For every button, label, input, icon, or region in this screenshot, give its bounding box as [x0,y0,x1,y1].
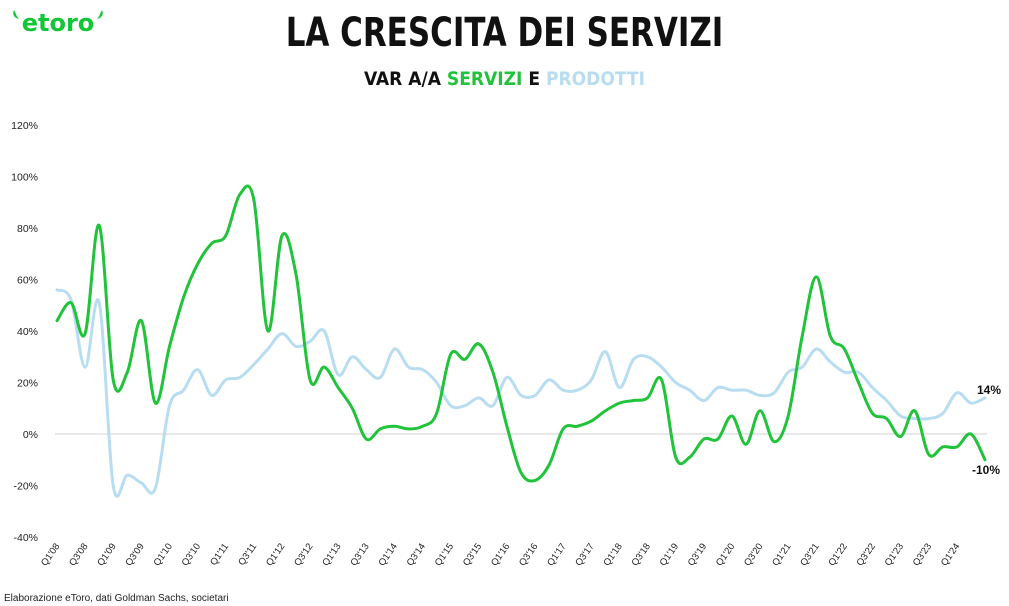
x-tick-label: Q1'22 [826,541,849,568]
etoro-logo: etoro [13,9,103,37]
x-tick-label: Q1'24 [939,541,962,568]
end-label-servizi: -10% [972,463,1000,477]
series-line-prodotti [55,288,987,498]
subtitle-prefix: VAR A/A [363,68,447,90]
x-tick-label: Q1'23 [883,541,906,568]
x-tick-label: Q3'18 [630,541,653,568]
x-tick-label: Q3'11 [236,541,259,567]
x-tick-label: Q1'08 [39,541,62,568]
x-tick-label: Q1'16 [489,541,512,568]
y-tick-label: 40% [17,326,38,338]
legend-series-prodotti: PRODOTTI [545,68,646,90]
source-note: Elaborazione eToro, dati Goldman Sachs, … [4,593,229,604]
x-tick-label: Q3'23 [911,541,934,568]
y-tick-label: 0% [23,429,38,441]
x-tick-label: Q3'15 [461,541,484,568]
x-tick-label: Q3'13 [348,541,371,568]
x-tick-label: Q1'10 [152,541,175,568]
y-tick-label: 60% [17,275,38,287]
x-tick-label: Q1'14 [377,541,400,568]
x-tick-label: Q3'22 [855,541,878,568]
x-tick-label: Q3'09 [123,541,146,568]
end-label-prodotti: 14% [977,383,1001,397]
x-tick-label: Q1'17 [545,541,568,568]
chart-title: LA CRESCITA DEI SERVIZI [285,10,724,56]
x-tick-label: Q1'18 [601,541,624,568]
x-tick-label: Q3'17 [573,541,596,568]
x-tick-label: Q1'11 [208,541,231,567]
x-tick-label: Q3'12 [292,541,315,568]
chart-subtitle: VAR A/A SERVIZI E PRODOTTI [0,68,1009,90]
x-tick-label: Q1'09 [95,541,118,568]
series-line-servizi [55,184,987,483]
y-tick-label: 100% [11,172,38,184]
brand-name: etoro [22,9,95,37]
subtitle-connector: E [522,68,546,90]
x-tick-label: Q1'19 [658,541,681,568]
x-tick-label: Q3'10 [180,541,203,568]
y-tick-label: 80% [17,223,38,235]
x-tick-label: Q3'08 [67,541,90,568]
x-tick-label: Q1'15 [433,541,456,568]
legend-series-servizi: SERVIZI [446,68,523,90]
y-tick-label: 120% [11,120,38,132]
y-tick-label: 20% [17,378,38,390]
x-tick-label: Q3'14 [405,541,428,568]
x-tick-label: Q3'19 [686,541,709,568]
x-tick-label: Q1'20 [714,541,737,568]
x-tick-label: Q3'16 [517,541,540,568]
y-tick-label: -20% [13,481,38,493]
x-tick-label: Q3'21 [798,541,821,568]
x-tick-label: Q1'13 [320,541,343,568]
x-tick-label: Q3'20 [742,541,765,568]
y-tick-label: -40% [13,532,38,544]
x-tick-label: Q1'21 [770,541,793,568]
x-tick-label: Q1'12 [264,541,287,568]
